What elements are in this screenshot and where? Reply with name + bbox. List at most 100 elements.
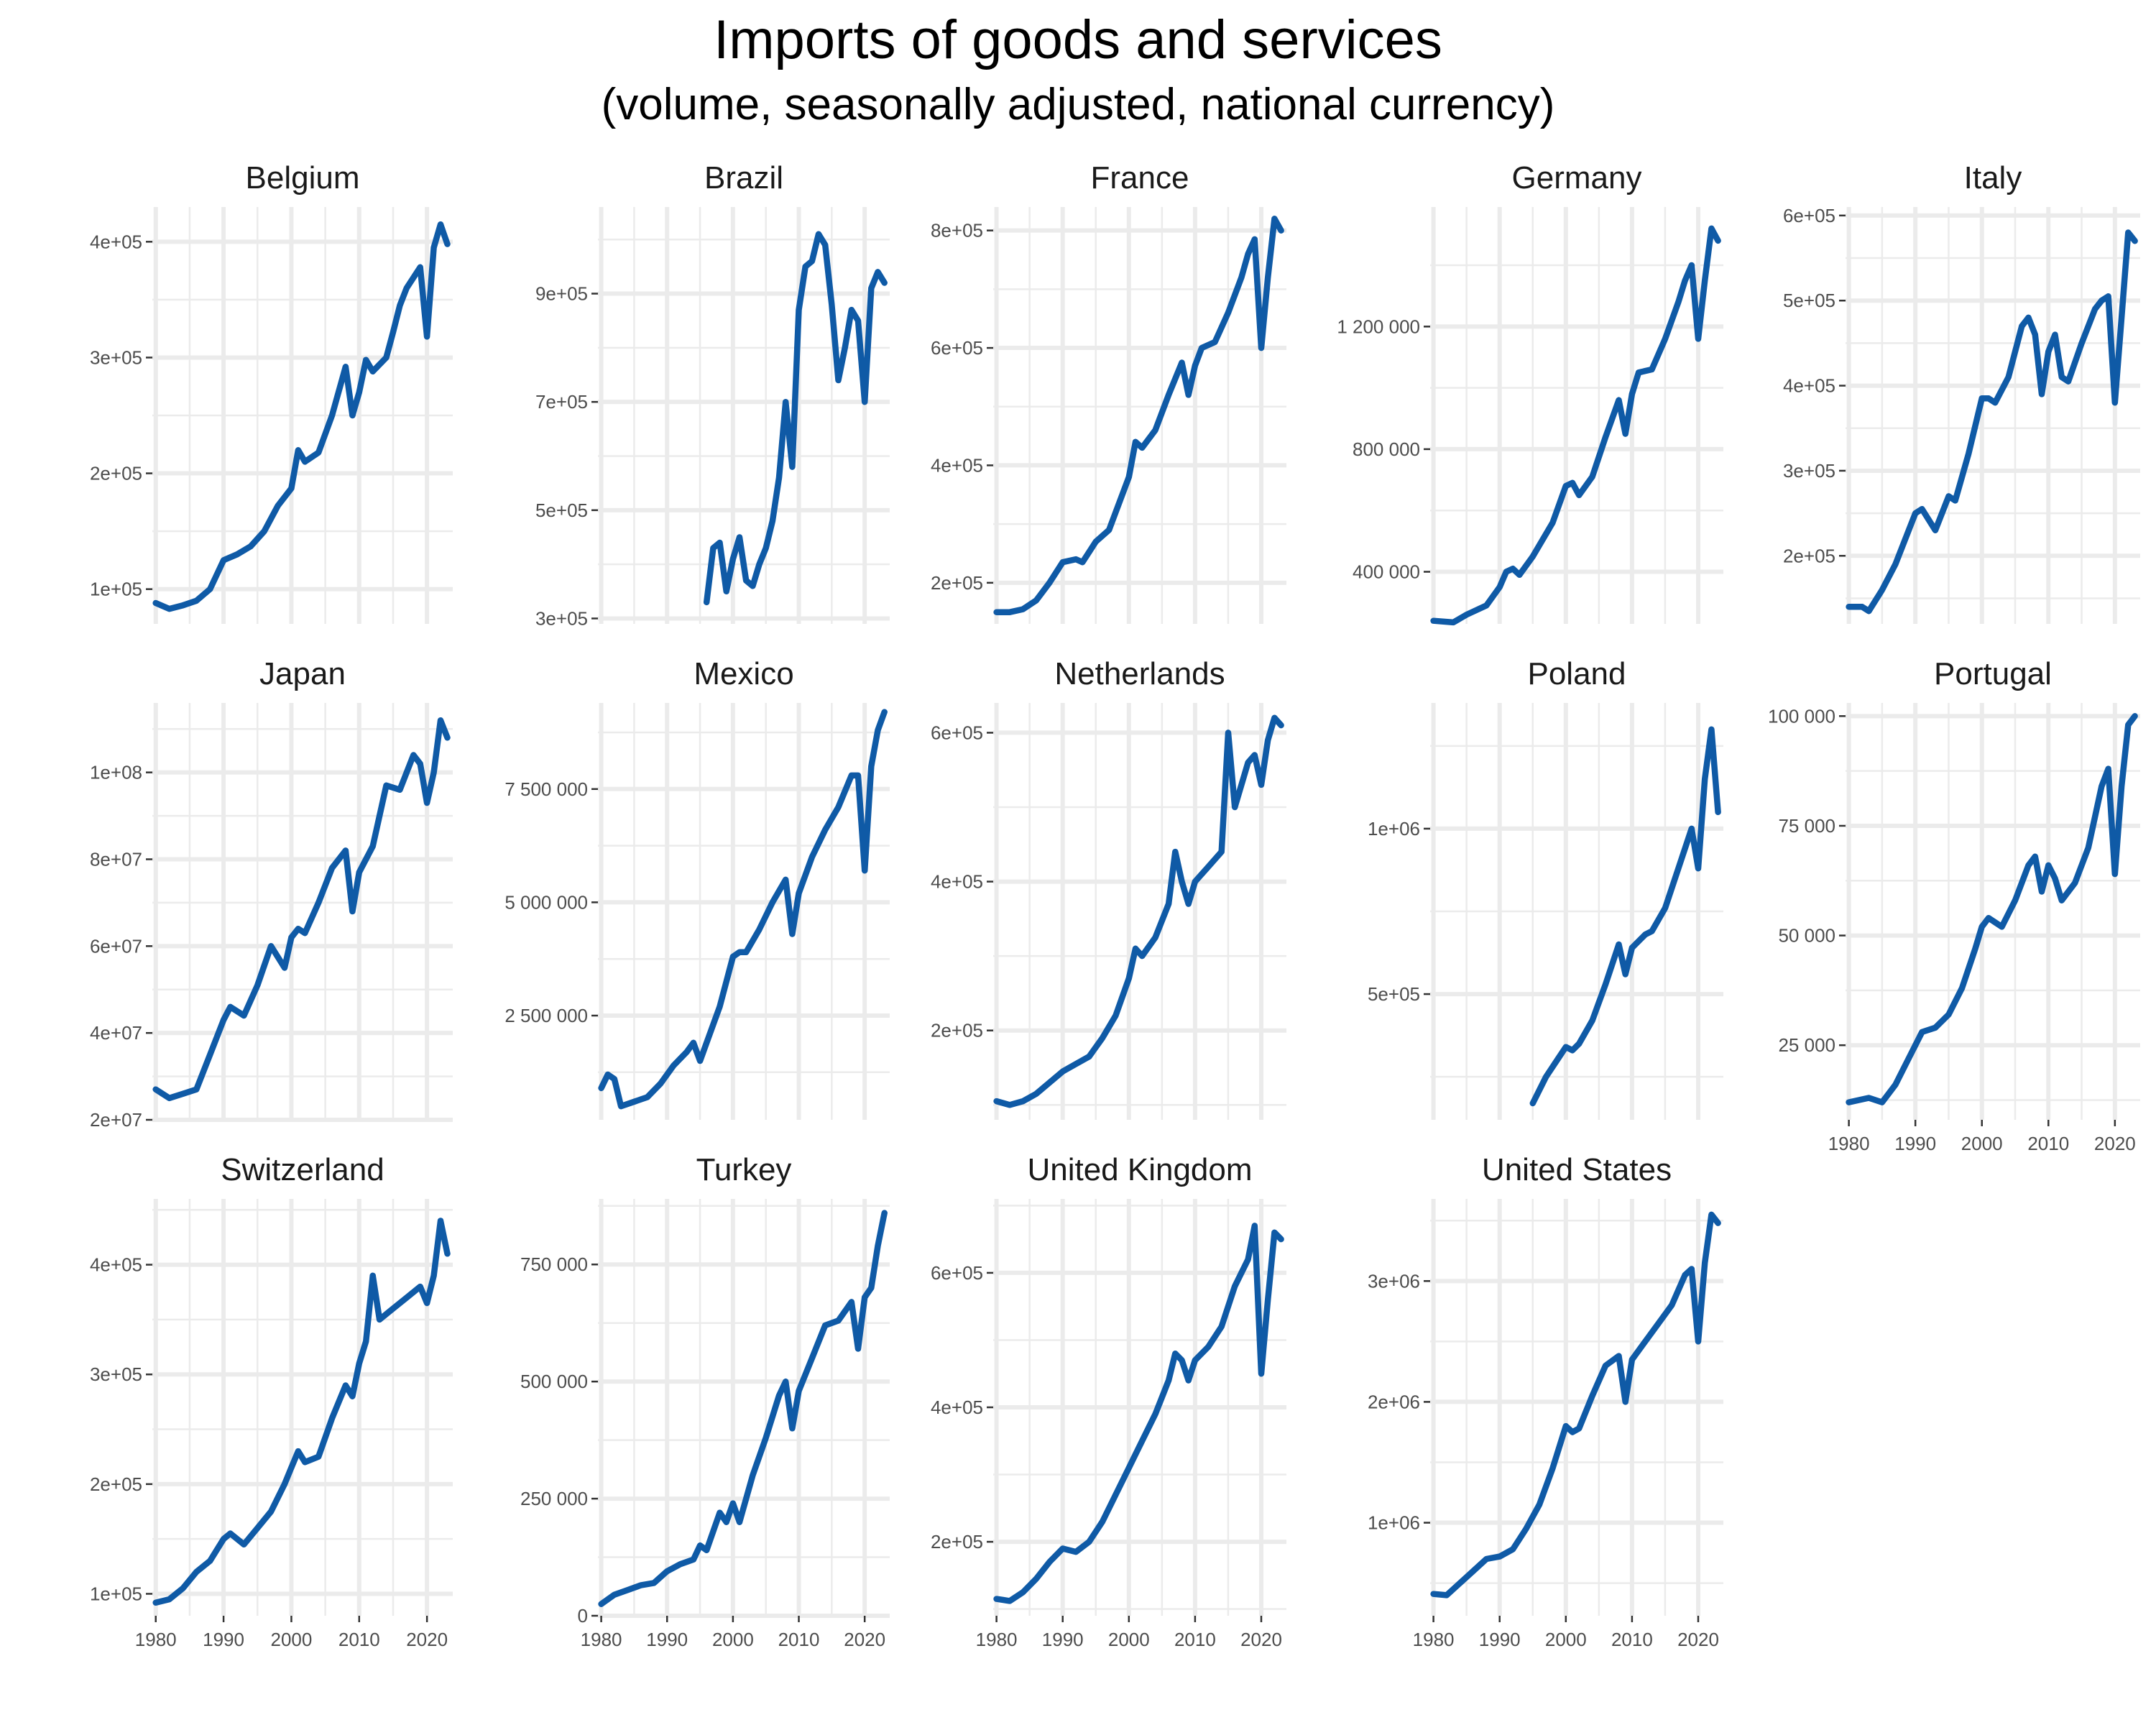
facet-label: Belgium (246, 160, 360, 196)
y-tick-label: 5e+05 (1368, 983, 1420, 1005)
facet-belgium: Belgium 1e+05 2e+05 3e+05 4e+05 (90, 160, 453, 624)
facet-mexico: Mexico 2 500 000 5 000 000 7 500 000 (505, 656, 890, 1120)
y-tick-label: 1e+06 (1368, 1512, 1420, 1534)
series-line (152, 1218, 451, 1606)
facet-united-states: United States 1e+06 2e+06 3e+06 1980 1990 2000… (1368, 1152, 1723, 1650)
y-tick-label: 1e+05 (90, 579, 142, 600)
facet-portugal: Portugal 25 000 50 000 75 000 100 000 1980 199… (1768, 656, 2140, 1154)
x-tick-label: 1990 (646, 1629, 688, 1650)
x-tick-label: 1980 (1828, 1133, 1870, 1154)
x-tick-label: 2000 (1961, 1133, 2003, 1154)
y-tick-label: 5e+05 (535, 500, 588, 521)
facet-label: Germany (1512, 160, 1642, 196)
y-tick-label: 2e+06 (1368, 1391, 1420, 1412)
y-tick-label: 1e+05 (90, 1583, 142, 1604)
series-line (1846, 713, 2138, 1105)
y-tick-label: 1e+06 (1368, 818, 1420, 840)
facet-switzerland: Switzerland 1e+05 2e+05 3e+05 4e+05 1980 1990 2… (90, 1152, 453, 1650)
series-line (598, 1210, 888, 1607)
y-tick-label: 2 500 000 (505, 1005, 588, 1026)
y-tick-label: 4e+05 (1783, 375, 1835, 397)
y-tick-label: 8e+07 (90, 849, 142, 870)
y-tick-label: 5 000 000 (505, 891, 588, 913)
y-tick-label: 2e+05 (90, 463, 142, 484)
y-tick-label: 7e+05 (535, 391, 588, 413)
x-tick-label: 1990 (203, 1629, 244, 1650)
facet-italy: Italy 2e+05 3e+05 4e+05 5e+05 6e+05 (1783, 160, 2140, 624)
y-tick-label: 3e+06 (1368, 1270, 1420, 1292)
facet-label: Portugal (1934, 656, 2052, 691)
y-tick-label: 5e+05 (1783, 290, 1835, 311)
facet-turkey: Turkey 0 250 000 500 000 750 000 1980 1990 2000… (520, 1152, 890, 1650)
series-line (1430, 1211, 1721, 1598)
facet-label: Turkey (696, 1152, 792, 1187)
x-tick-label: 2000 (271, 1629, 313, 1650)
facet-label: United States (1482, 1152, 1672, 1187)
facet-brazil: Brazil 3e+05 5e+05 7e+05 9e+05 (535, 160, 890, 629)
facet-united-kingdom: United Kingdom 2e+05 4e+05 6e+05 1980 1990 200… (931, 1152, 1286, 1650)
x-tick-label: 1990 (1042, 1629, 1084, 1650)
series-line (993, 216, 1284, 615)
y-tick-label: 2e+07 (90, 1109, 142, 1131)
x-tick-label: 2020 (844, 1629, 885, 1650)
x-tick-label: 2010 (1174, 1629, 1216, 1650)
x-tick-label: 2020 (1677, 1629, 1719, 1650)
series-line (598, 709, 888, 1110)
y-tick-label: 75 000 (1778, 815, 1835, 837)
y-tick-label: 9e+05 (535, 283, 588, 305)
facet-label: Mexico (694, 656, 793, 691)
y-tick-label: 750 000 (520, 1254, 588, 1275)
series-line (703, 231, 888, 606)
x-tick-label: 2000 (1545, 1629, 1587, 1650)
facet-label: Netherlands (1054, 656, 1225, 691)
facet-label: Italy (1964, 160, 2022, 196)
y-tick-label: 1 200 000 (1337, 316, 1420, 337)
x-tick-label: 2010 (2027, 1133, 2069, 1154)
x-tick-label: 1980 (1413, 1629, 1455, 1650)
y-tick-label: 25 000 (1778, 1034, 1835, 1056)
y-tick-label: 4e+07 (90, 1022, 142, 1044)
x-tick-label: 2000 (712, 1629, 754, 1650)
y-tick-label: 4e+05 (90, 231, 142, 252)
facet-label: Poland (1527, 656, 1626, 691)
y-tick-label: 100 000 (1768, 705, 1835, 727)
chart-title: Imports of goods and services (714, 9, 1442, 70)
y-tick-label: 2e+05 (931, 1020, 983, 1041)
facet-germany: Germany 400 000 800 000 1 200 000 (1337, 160, 1723, 626)
facet-france: France 2e+05 4e+05 6e+05 8e+05 (931, 160, 1286, 624)
y-tick-label: 6e+05 (1783, 205, 1835, 226)
y-tick-label: 1e+08 (90, 762, 142, 783)
series-line (152, 717, 451, 1102)
x-tick-label: 1980 (581, 1629, 622, 1650)
y-tick-label: 4e+05 (931, 871, 983, 893)
facet-netherlands: Netherlands 2e+05 4e+05 6e+05 (931, 656, 1286, 1120)
facet-label: Switzerland (221, 1152, 384, 1187)
x-tick-label: 2020 (1240, 1629, 1282, 1650)
x-tick-label: 1990 (1479, 1629, 1521, 1650)
y-tick-label: 3e+05 (90, 346, 142, 368)
y-tick-label: 3e+05 (535, 607, 588, 629)
y-tick-label: 2e+05 (931, 572, 983, 594)
y-tick-label: 3e+05 (90, 1363, 142, 1385)
x-tick-label: 1990 (1894, 1133, 1936, 1154)
series-line (1846, 229, 2138, 615)
x-tick-label: 1980 (976, 1629, 1018, 1650)
y-tick-label: 50 000 (1778, 925, 1835, 947)
y-tick-label: 250 000 (520, 1488, 588, 1509)
facet-label: Japan (259, 656, 346, 691)
y-tick-label: 6e+05 (931, 337, 983, 359)
x-tick-label: 2010 (778, 1629, 820, 1650)
y-tick-label: 500 000 (520, 1371, 588, 1392)
y-tick-label: 400 000 (1353, 561, 1420, 583)
y-tick-label: 8e+05 (931, 220, 983, 242)
y-tick-label: 6e+07 (90, 935, 142, 957)
facet-label: Brazil (704, 160, 783, 196)
y-tick-label: 6e+05 (931, 722, 983, 743)
facet-poland: Poland 5e+05 1e+06 (1368, 656, 1723, 1120)
x-tick-label: 2010 (338, 1629, 380, 1650)
x-tick-label: 2000 (1108, 1629, 1150, 1650)
y-tick-label: 4e+05 (931, 1397, 983, 1418)
facet-label: France (1091, 160, 1189, 196)
y-tick-label: 2e+05 (90, 1473, 142, 1495)
x-tick-label: 2010 (1611, 1629, 1653, 1650)
